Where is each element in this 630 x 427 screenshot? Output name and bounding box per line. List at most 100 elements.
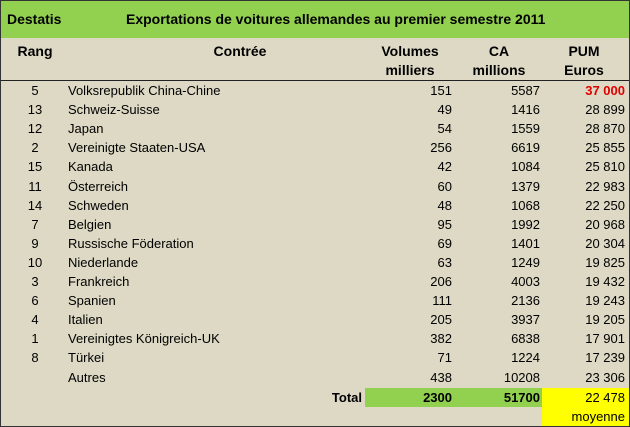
cell-ca: 1416 xyxy=(511,102,540,118)
cell-country: Vereinigtes Königreich-UK xyxy=(68,331,220,347)
cell-country: Vereinigte Staaten-USA xyxy=(68,140,206,156)
cell-pum: 23 306 xyxy=(585,369,625,385)
cell-volume: 71 xyxy=(437,350,452,366)
cell-country: Spanien xyxy=(68,293,116,309)
table-row: 1 Vereinigtes Königreich-UK 382 6838 17 901 xyxy=(0,329,630,348)
cell-pum: 20 304 xyxy=(585,235,625,251)
average-note-row: moyenne xyxy=(0,407,630,426)
cell-volume: 206 xyxy=(430,274,452,289)
cell-ca: 6838 xyxy=(511,331,540,347)
cell-country: Schweiz-Suisse xyxy=(68,102,160,118)
cell-country: Kanada xyxy=(68,159,113,175)
total-label: Total xyxy=(331,390,362,405)
cell-pum: 22 250 xyxy=(585,197,625,213)
average-highlight xyxy=(542,388,629,426)
cell-country: Niederlande xyxy=(68,254,139,270)
cell-ca: 6619 xyxy=(511,140,540,156)
cell-volume: 48 xyxy=(437,197,452,213)
cell-rang: 15 xyxy=(27,159,43,175)
column-header-volume: Volumes milliers xyxy=(381,43,439,78)
cell-pum: 17 239 xyxy=(585,350,625,366)
cell-pum: 19 825 xyxy=(585,254,625,270)
table-row: Autres 438 10208 23 306 xyxy=(0,368,630,387)
cell-ca: 1992 xyxy=(511,216,540,232)
cell-pum: 17 901 xyxy=(585,331,625,347)
cell-rang: 14 xyxy=(27,197,43,213)
cell-rang: 9 xyxy=(31,235,39,251)
cell-pum: 19 205 xyxy=(585,312,625,328)
table-row: 9 Russische Föderation 69 1401 20 304 xyxy=(0,234,630,253)
cell-ca: 5587 xyxy=(511,83,540,98)
cell-pum: 19 243 xyxy=(585,293,625,309)
table-title: Exportations de voitures allemandes au p… xyxy=(126,11,546,27)
cell-pum: 25 855 xyxy=(585,140,625,156)
table-row: 6 Spanien 111 2136 19 243 xyxy=(0,291,630,310)
total-row: Total 2300 51700 22 478 xyxy=(0,388,630,407)
column-header-rang: Rang xyxy=(17,43,53,59)
cell-country: Italien xyxy=(68,312,103,328)
cell-ca: 1224 xyxy=(511,350,540,366)
average-pum: 22 478 xyxy=(585,390,625,405)
column-header-country: Contrée xyxy=(213,43,267,59)
cell-volume: 63 xyxy=(437,254,452,270)
cell-volume: 205 xyxy=(430,312,452,328)
cell-ca: 1249 xyxy=(511,254,540,270)
cell-pum: 20 968 xyxy=(585,216,625,232)
cell-ca: 1068 xyxy=(511,197,540,213)
table-row: 10 Niederlande 63 1249 19 825 xyxy=(0,253,630,272)
total-highlight xyxy=(365,388,542,407)
cell-country: Frankreich xyxy=(68,274,130,289)
table-row: 2 Vereinigte Staaten-USA 256 6619 25 855 xyxy=(0,138,630,157)
cell-rang: 7 xyxy=(31,216,39,232)
total-volume: 2300 xyxy=(423,390,452,405)
cell-country: Japan xyxy=(68,121,104,137)
cell-volume: 438 xyxy=(430,369,452,385)
cell-ca: 10208 xyxy=(503,369,540,385)
table-row: 8 Türkei 71 1224 17 239 xyxy=(0,348,630,367)
column-header-pum: PUM Euros xyxy=(564,43,604,78)
average-note: moyenne xyxy=(571,409,625,424)
cell-volume: 49 xyxy=(437,102,452,118)
cell-rang: 10 xyxy=(27,254,43,270)
cell-pum: 28 870 xyxy=(585,121,625,137)
source-label: Destatis xyxy=(7,11,62,27)
cell-rang: 1 xyxy=(31,331,39,347)
table-row: 15 Kanada 42 1084 25 810 xyxy=(0,157,630,176)
table-row: 11 Österreich 60 1379 22 983 xyxy=(0,177,630,196)
cell-volume: 42 xyxy=(437,159,452,175)
cell-volume: 151 xyxy=(430,83,452,98)
table-row: 13 Schweiz-Suisse 49 1416 28 899 xyxy=(0,100,630,119)
cell-country: Türkei xyxy=(68,350,105,366)
cell-country: Volksrepublik China-Chine xyxy=(68,83,221,98)
cell-volume: 382 xyxy=(430,331,452,347)
cell-rang: 5 xyxy=(31,83,39,98)
cell-ca: 3937 xyxy=(511,312,540,328)
cell-ca: 1084 xyxy=(511,159,540,175)
cell-pum: 28 899 xyxy=(585,102,625,118)
table-row: 4 Italien 205 3937 19 205 xyxy=(0,310,630,329)
cell-rang: 4 xyxy=(31,312,39,328)
cell-rang: 3 xyxy=(31,274,39,289)
header-divider xyxy=(1,80,629,81)
cell-ca: 2136 xyxy=(511,293,540,309)
cell-country: Belgien xyxy=(68,216,112,232)
column-header-ca: CA millions xyxy=(472,43,526,78)
cell-rang: 13 xyxy=(27,102,43,118)
cell-volume: 111 xyxy=(432,293,452,309)
cell-ca: 1379 xyxy=(511,178,540,194)
cell-ca: 4003 xyxy=(511,274,540,289)
title-bar: Destatis Exportations de voitures allema… xyxy=(1,1,629,38)
table-row: 12 Japan 54 1559 28 870 xyxy=(0,119,630,138)
cell-volume: 54 xyxy=(437,121,452,137)
cell-rang: 2 xyxy=(31,140,39,156)
total-ca: 51700 xyxy=(503,390,540,405)
cell-pum: 37 000 xyxy=(585,83,625,98)
table-row: 7 Belgien 95 1992 20 968 xyxy=(0,215,630,234)
cell-pum: 19 432 xyxy=(585,274,625,289)
cell-volume: 69 xyxy=(437,235,452,251)
cell-rang: 8 xyxy=(31,350,39,366)
cell-rang: 12 xyxy=(27,121,43,137)
cell-volume: 95 xyxy=(437,216,452,232)
cell-country: Schweden xyxy=(68,197,129,213)
cell-ca: 1559 xyxy=(511,121,540,137)
